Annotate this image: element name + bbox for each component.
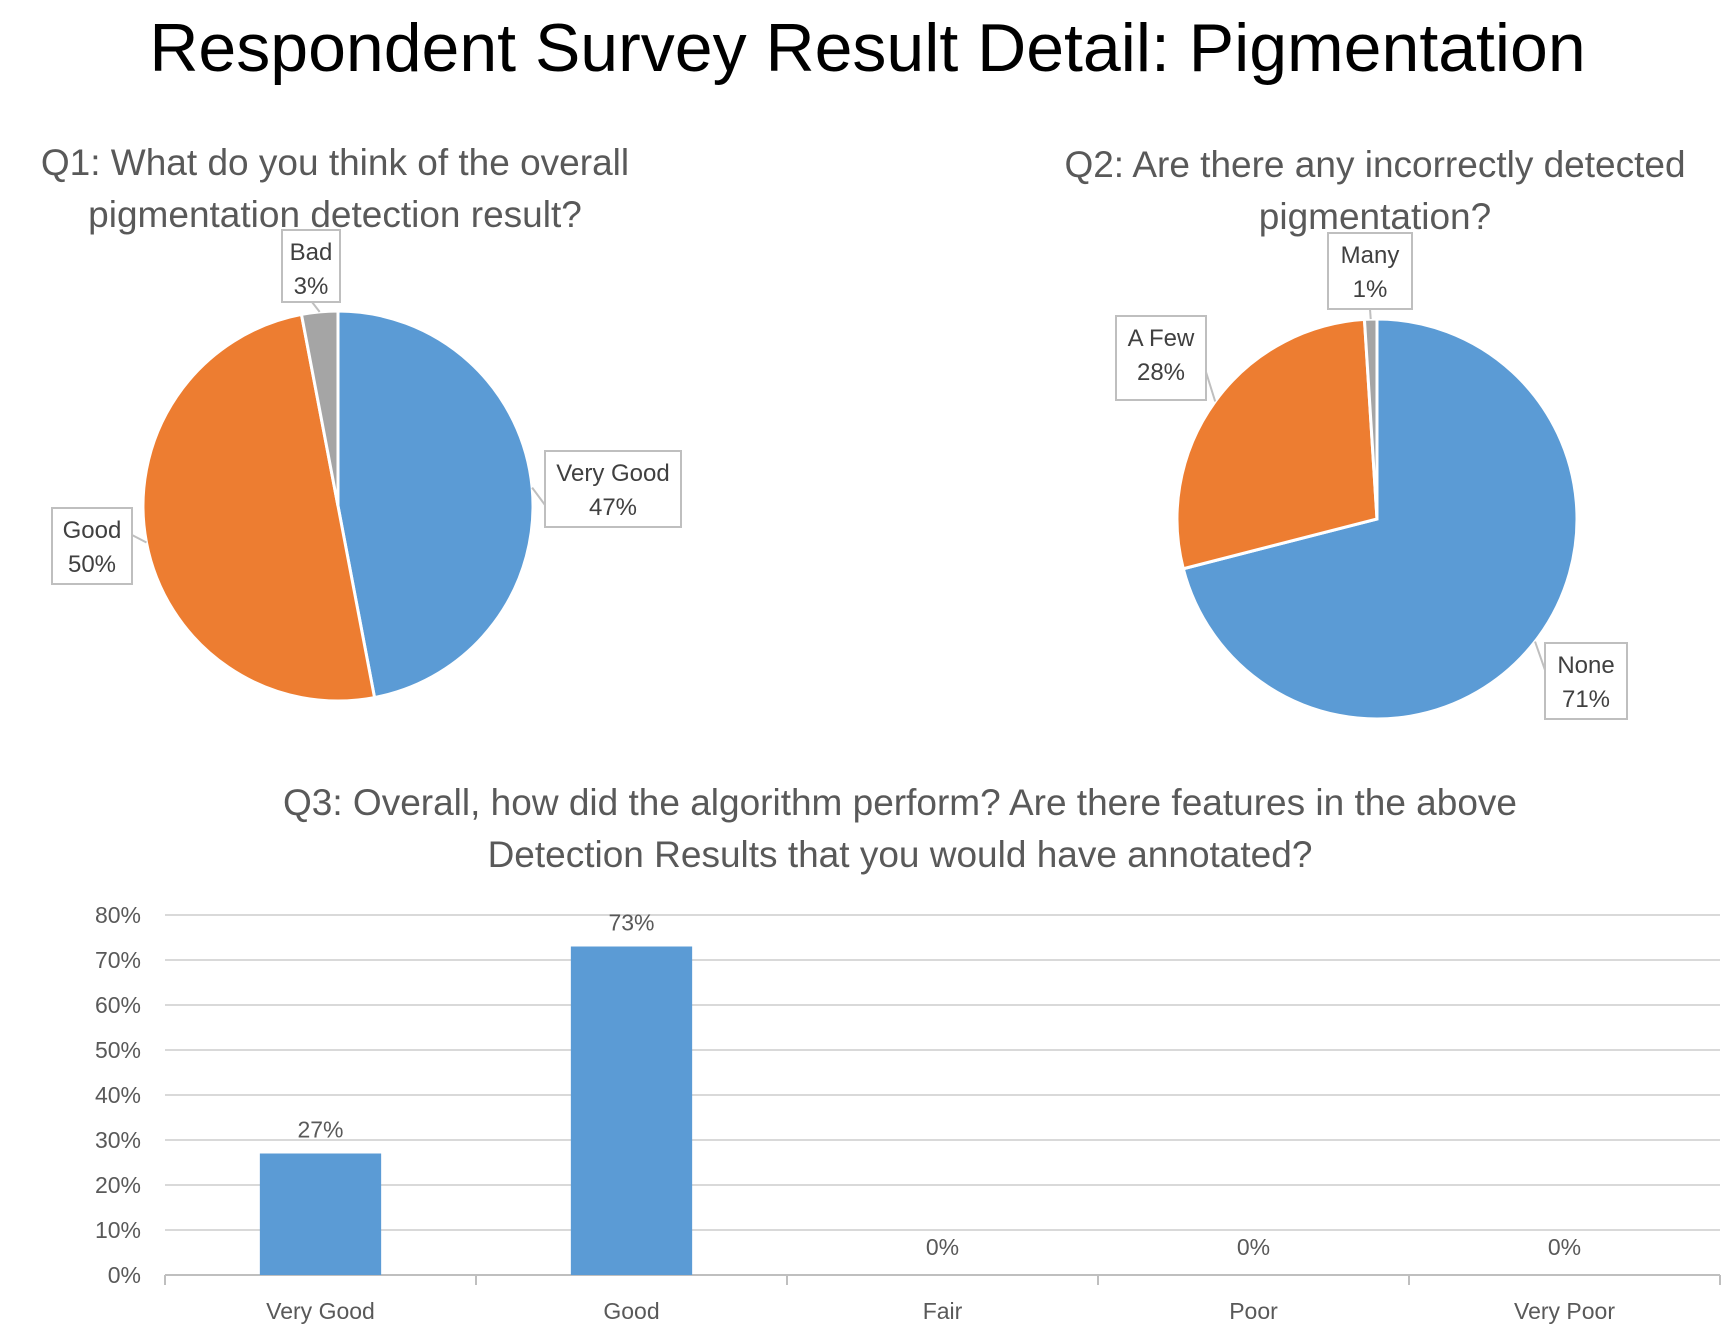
q2-label-name-a-few: A Few <box>1128 325 1195 352</box>
q3-ytick-label-80: 80% <box>95 902 141 928</box>
q3-bar-very-good <box>259 1153 382 1275</box>
q1-label-name-bad: Bad <box>290 239 333 266</box>
q1-callout-leader-good <box>131 534 147 544</box>
q3-ytick-label-60: 60% <box>95 992 141 1018</box>
q3-ytick-label-40: 40% <box>95 1082 141 1108</box>
q1-slice-very-good <box>336 309 535 700</box>
q1-label-value-very-good: 47% <box>589 494 637 521</box>
q3-category-label-poor: Poor <box>1229 1298 1278 1324</box>
q2-slice-many <box>1362 317 1379 520</box>
q1-callout-leader-bad <box>311 301 321 313</box>
q2-callout-none: None 71% <box>1534 641 1628 720</box>
q3-category-label-fair: Fair <box>923 1298 963 1324</box>
q3-category-label-good: Good <box>603 1298 659 1324</box>
q1-callout-box-good <box>51 507 133 585</box>
q2-callout-leader-a-few <box>1205 371 1217 402</box>
q1-callout-box-very-good <box>544 450 682 528</box>
q3-ytick-label-10: 10% <box>95 1217 141 1243</box>
q1-slice-good <box>141 312 377 703</box>
q3-title-line-2: Detection Results that you would have an… <box>488 834 1313 875</box>
q1-callout-bad: Bad 3% <box>281 229 341 313</box>
q1-label-name-very-good: Very Good <box>556 460 669 487</box>
q3-title-line-1: Q3: Overall, how did the algorithm perfo… <box>283 782 1517 823</box>
q2-label-name-none: None <box>1557 652 1614 679</box>
q3-category-label-very-good: Very Good <box>266 1298 375 1324</box>
q3-ytick-label-0: 0% <box>108 1262 141 1288</box>
q2-slice-none <box>1181 317 1579 721</box>
page-title: Respondent Survey Result Detail: Pigment… <box>149 10 1586 86</box>
q3-ytick-label-20: 20% <box>95 1172 141 1198</box>
q2-label-value-none: 71% <box>1562 686 1610 713</box>
q3-ytick-label-50: 50% <box>95 1037 141 1063</box>
q1-slice-bad <box>299 309 340 507</box>
q1-callout-box-bad <box>281 229 341 303</box>
q1-label-value-good: 50% <box>68 551 116 578</box>
q3-ytick-label-70: 70% <box>95 947 141 973</box>
q1-label-value-bad: 3% <box>294 273 329 300</box>
q2-callout-box-many <box>1327 232 1413 310</box>
q2-callout-a-few: A Few 28% <box>1115 315 1217 402</box>
q3-value-label-fair: 0% <box>926 1234 959 1260</box>
q3-bar-good <box>570 946 693 1275</box>
q1-callout-very-good: Very Good 47% <box>531 450 682 528</box>
q2-callout-box-a-few <box>1115 315 1207 401</box>
q3-value-label-very-good: 27% <box>297 1117 343 1143</box>
q2-callout-many: Many 1% <box>1327 232 1413 320</box>
q2-title-line-2: pigmentation? <box>1259 196 1491 237</box>
q1-title-line-2: pigmentation detection result? <box>88 194 582 235</box>
q1-callout-leader-very-good <box>531 487 546 506</box>
q1-callout-good: Good 50% <box>51 507 147 585</box>
q3-value-label-very-poor: 0% <box>1548 1234 1581 1260</box>
q2-callout-box-none <box>1544 642 1628 720</box>
q1-pie-chart: Q1: What do you think of the overall pig… <box>41 142 682 703</box>
q1-title-line-1: Q1: What do you think of the overall <box>41 142 629 183</box>
q3-value-label-poor: 0% <box>1237 1234 1270 1260</box>
q3-category-label-very-poor: Very Poor <box>1514 1298 1615 1324</box>
q3-value-label-good: 73% <box>608 910 654 936</box>
q2-callout-leader-none <box>1534 641 1546 671</box>
q2-pie-chart: Q2: Are there any incorrectly detected p… <box>1064 144 1686 721</box>
q2-label-name-many: Many <box>1341 242 1400 269</box>
q3-ytick-label-30: 30% <box>95 1127 141 1153</box>
q3-gridlines <box>165 914 1720 1231</box>
q2-label-value-many: 1% <box>1353 276 1388 303</box>
q2-label-value-a-few: 28% <box>1137 359 1185 386</box>
q3-bar-chart: Q3: Overall, how did the algorithm perfo… <box>95 782 1721 1324</box>
q2-title-line-1: Q2: Are there any incorrectly detected <box>1064 144 1685 185</box>
q2-callout-leader-many <box>1369 308 1372 320</box>
q1-label-name-good: Good <box>63 517 122 544</box>
